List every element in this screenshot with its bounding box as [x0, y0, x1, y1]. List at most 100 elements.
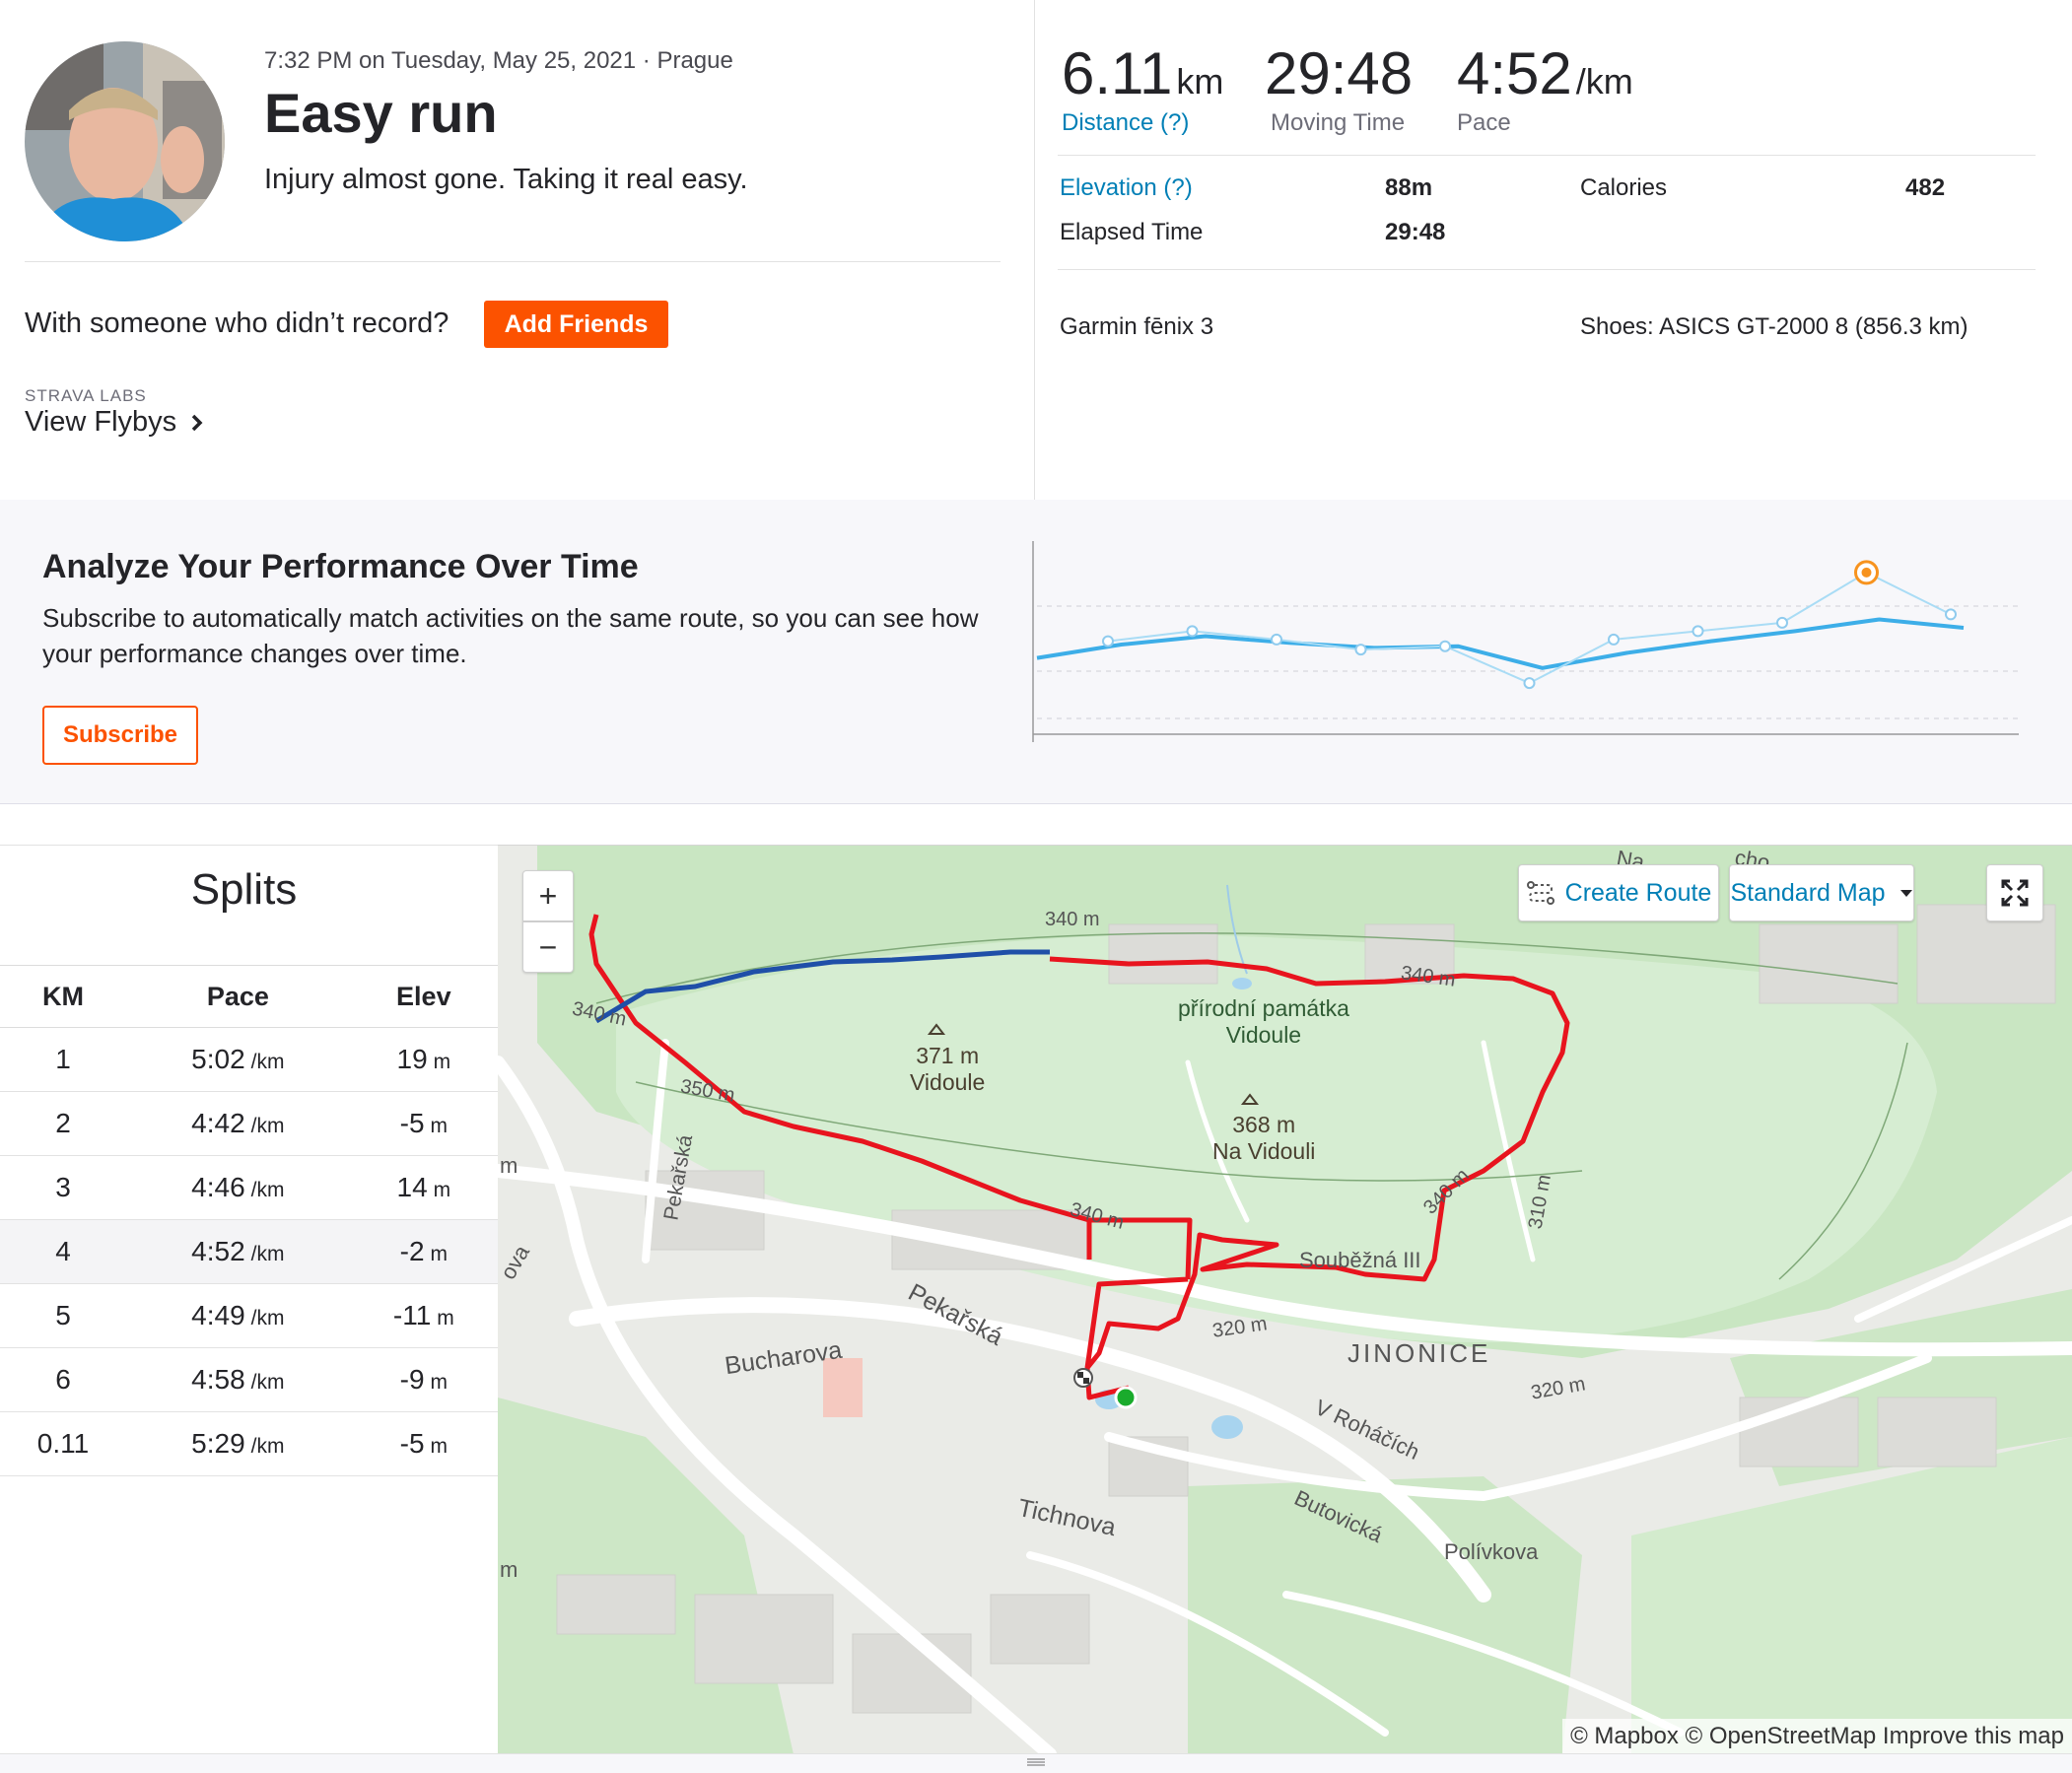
split-pace-unit: /km [250, 1179, 285, 1201]
peak-label: 368 m Na Vidouli [1212, 1112, 1315, 1165]
view-flybys-label: View Flybys [25, 406, 177, 438]
split-elev-value: 19 [396, 1044, 428, 1074]
current-effort-dot [1861, 567, 1872, 578]
split-elev-unit: m [430, 1435, 449, 1458]
effort-point[interactable] [1271, 633, 1282, 646]
split-pace: 4:46/km [126, 1155, 350, 1220]
table-row: 5 4:49/km -11 m [0, 1283, 498, 1348]
effort-point[interactable] [1186, 625, 1199, 638]
reserve-line-2: Vidoule [1225, 1022, 1302, 1048]
add-friends-button[interactable]: Add Friends [484, 301, 668, 348]
finish-marker[interactable] [1073, 1368, 1093, 1388]
fullscreen-button[interactable] [1986, 864, 2043, 921]
pace-unit: /km [1575, 61, 1633, 102]
peak-name: Vidoule [910, 1069, 986, 1095]
elapsed-time-label: Elapsed Time [1060, 219, 1204, 245]
split-elev-value: -5 [399, 1108, 425, 1138]
splits-panel: Splits KM Pace Elev 1 5:02/km 19 m 2 4:42/km -… [0, 845, 498, 1754]
effort-point[interactable] [1523, 677, 1536, 690]
stat-distance: 6.11 km Distance (?) [1062, 39, 1223, 137]
route-icon [1526, 881, 1554, 905]
split-pace-unit: /km [250, 1371, 285, 1394]
pace-label: Pace [1457, 109, 1511, 136]
effort-point[interactable] [1608, 633, 1620, 646]
reserve-line-1: přírodní památka [1178, 995, 1349, 1021]
split-km: 6 [0, 1347, 127, 1412]
split-elev-unit: m [430, 1115, 449, 1137]
street-label: Souběžná III [1299, 1248, 1421, 1272]
effort-point[interactable] [1692, 625, 1704, 638]
split-pace-unit: /km [250, 1435, 285, 1458]
activity-date-location: 7:32 PM on Tuesday, May 25, 2021 · Pragu… [264, 47, 733, 74]
peak-height: 371 m [916, 1043, 980, 1068]
performance-chart[interactable] [1025, 541, 2031, 760]
zoom-in-button[interactable]: + [522, 870, 574, 921]
shoes-info: Shoes: ASICS GT-2000 8 (856.3 km) [1580, 313, 1968, 340]
map-edge-label: m [500, 1557, 518, 1582]
split-elev: -5 m [349, 1091, 498, 1156]
split-pace-unit: /km [250, 1307, 285, 1330]
moving-time-label: Moving Time [1271, 109, 1406, 136]
header-divider [1034, 0, 1035, 500]
map-edge-label: m [500, 1153, 518, 1178]
peak-name: Na Vidouli [1212, 1138, 1316, 1164]
elevation-label[interactable]: Elevation (?) [1060, 174, 1193, 201]
nature-reserve-label: přírodní památka Vidoule [1178, 995, 1349, 1049]
splits-header-elev: Elev [349, 965, 498, 1028]
divider [1058, 269, 2036, 270]
pace-value: 4:52 [1457, 40, 1572, 106]
table-row: 3 4:46/km 14 m [0, 1155, 498, 1220]
view-flybys-link[interactable]: View Flybys [25, 406, 204, 439]
route-map[interactable]: 340 m 340 m 340 m 340 m 340 m 350 m 320 … [498, 845, 2072, 1754]
splits-title: Splits [190, 865, 298, 914]
table-row: 4 4:52/km -2 m [0, 1219, 498, 1284]
split-elev-unit: m [430, 1371, 449, 1394]
split-km: 4 [0, 1219, 127, 1284]
contour-label: 340 m [1045, 909, 1100, 930]
split-pace: 4:52/km [126, 1219, 350, 1284]
effort-point[interactable] [1439, 640, 1451, 652]
subscribe-button[interactable]: Subscribe [42, 706, 198, 765]
split-pace-unit: /km [250, 1051, 285, 1073]
effort-point[interactable] [1354, 644, 1367, 656]
split-elev-value: -2 [399, 1236, 425, 1266]
create-route-button[interactable]: Create Route [1518, 864, 1719, 921]
map-style-label: Standard Map [1730, 878, 1886, 907]
zoom-out-button[interactable]: − [522, 921, 574, 973]
split-pace-value: 5:29 [191, 1428, 245, 1459]
split-pace-value: 5:02 [191, 1044, 245, 1074]
effort-point[interactable] [1945, 608, 1957, 621]
calories-label: Calories [1580, 174, 1668, 201]
effort-point[interactable] [1776, 616, 1788, 629]
chevron-right-icon [191, 414, 203, 431]
divider [1058, 155, 2036, 156]
split-pace-value: 4:42 [191, 1108, 245, 1138]
table-row: 2 4:42/km -5 m [0, 1091, 498, 1156]
device-name: Garmin fēnix 3 [1060, 313, 1214, 340]
split-elev: -2 m [349, 1219, 498, 1284]
trend-line [1036, 617, 1965, 670]
activity-header: 7:32 PM on Tuesday, May 25, 2021 · Pragu… [0, 0, 1034, 500]
athlete-avatar[interactable] [25, 41, 225, 241]
split-elev-value: -11 [392, 1300, 432, 1330]
peak-label: 371 m Vidoule [910, 1043, 985, 1096]
analyze-performance-panel: Analyze Your Performance Over Time Subsc… [0, 500, 2072, 804]
start-marker[interactable] [1114, 1386, 1138, 1409]
strava-labs-label: STRAVA LABS [25, 386, 147, 405]
distance-label[interactable]: Distance (?) [1062, 109, 1190, 136]
split-pace-unit: /km [250, 1115, 285, 1137]
map-style-select[interactable]: Standard Map [1729, 864, 1914, 921]
caret-down-icon [1899, 889, 1912, 897]
map-attribution[interactable]: © Mapbox © OpenStreetMap Improve this ma… [1562, 1719, 2072, 1754]
split-pace-value: 4:46 [191, 1172, 245, 1202]
split-pace-unit: /km [250, 1243, 285, 1265]
table-row: 6 4:58/km -9 m [0, 1347, 498, 1412]
resize-handle-bar[interactable] [0, 1753, 2072, 1773]
split-elev-value: -9 [399, 1364, 425, 1395]
stat-moving-time: 29:48 Moving Time [1265, 39, 1413, 137]
effort-point[interactable] [1102, 635, 1114, 648]
split-elev: 14 m [349, 1155, 498, 1220]
create-route-label: Create Route [1564, 878, 1712, 907]
split-km: 1 [0, 1027, 127, 1092]
split-elev: -9 m [349, 1347, 498, 1412]
